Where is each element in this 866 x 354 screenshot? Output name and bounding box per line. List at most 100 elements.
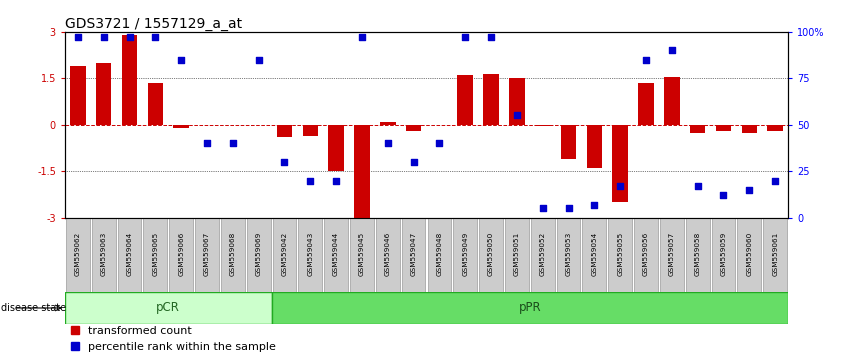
Point bbox=[510, 113, 524, 118]
Bar bbox=[612, 125, 628, 202]
Point bbox=[536, 206, 550, 211]
Text: GSM559054: GSM559054 bbox=[591, 231, 598, 275]
Text: GSM559045: GSM559045 bbox=[359, 231, 365, 275]
FancyBboxPatch shape bbox=[557, 218, 580, 292]
Point bbox=[691, 183, 705, 189]
Text: GSM559063: GSM559063 bbox=[100, 231, 107, 275]
FancyBboxPatch shape bbox=[272, 292, 788, 324]
FancyBboxPatch shape bbox=[686, 218, 709, 292]
FancyBboxPatch shape bbox=[583, 218, 606, 292]
Point bbox=[768, 178, 782, 183]
Point bbox=[562, 206, 576, 211]
Point bbox=[329, 178, 343, 183]
Point bbox=[587, 202, 601, 207]
Text: GSM559066: GSM559066 bbox=[178, 231, 184, 275]
Bar bbox=[664, 77, 680, 125]
FancyBboxPatch shape bbox=[247, 218, 270, 292]
Bar bbox=[122, 35, 137, 125]
Bar bbox=[406, 125, 422, 131]
Point bbox=[613, 183, 627, 189]
Text: GSM559047: GSM559047 bbox=[410, 231, 417, 275]
Bar bbox=[380, 122, 396, 125]
FancyBboxPatch shape bbox=[402, 218, 425, 292]
Point bbox=[226, 141, 240, 146]
FancyBboxPatch shape bbox=[531, 218, 554, 292]
FancyBboxPatch shape bbox=[299, 218, 322, 292]
Bar bbox=[715, 125, 731, 131]
Bar bbox=[690, 125, 706, 132]
Text: GSM559069: GSM559069 bbox=[255, 231, 262, 275]
Text: GSM559048: GSM559048 bbox=[436, 231, 443, 275]
Text: GSM559067: GSM559067 bbox=[204, 231, 210, 275]
Point bbox=[381, 141, 395, 146]
Bar bbox=[147, 83, 163, 125]
Point bbox=[148, 35, 162, 40]
Text: GSM559065: GSM559065 bbox=[152, 231, 158, 275]
Bar bbox=[354, 125, 370, 219]
Point bbox=[458, 35, 472, 40]
Bar bbox=[457, 75, 473, 125]
Text: GSM559068: GSM559068 bbox=[229, 231, 236, 275]
Text: GSM559062: GSM559062 bbox=[74, 231, 81, 275]
Bar bbox=[509, 78, 525, 125]
Bar bbox=[535, 125, 551, 126]
Point bbox=[665, 48, 679, 53]
Text: pPR: pPR bbox=[519, 302, 541, 314]
FancyBboxPatch shape bbox=[273, 218, 296, 292]
Point bbox=[742, 187, 756, 193]
FancyBboxPatch shape bbox=[428, 218, 451, 292]
Point bbox=[252, 57, 266, 63]
Text: GSM559060: GSM559060 bbox=[746, 231, 753, 275]
Bar bbox=[277, 125, 292, 137]
Bar bbox=[70, 66, 86, 125]
FancyBboxPatch shape bbox=[169, 218, 193, 292]
FancyBboxPatch shape bbox=[350, 218, 374, 292]
FancyBboxPatch shape bbox=[195, 218, 219, 292]
Legend: transformed count, percentile rank within the sample: transformed count, percentile rank withi… bbox=[70, 326, 276, 352]
Bar bbox=[767, 125, 783, 131]
Text: pCR: pCR bbox=[157, 302, 180, 314]
Text: GSM559058: GSM559058 bbox=[695, 231, 701, 275]
Text: GSM559042: GSM559042 bbox=[281, 231, 288, 275]
Text: GSM559050: GSM559050 bbox=[488, 231, 494, 275]
Point bbox=[432, 141, 446, 146]
Text: GSM559064: GSM559064 bbox=[126, 231, 132, 275]
Point bbox=[174, 57, 188, 63]
Text: GSM559043: GSM559043 bbox=[307, 231, 313, 275]
Point bbox=[407, 159, 421, 165]
Text: GSM559056: GSM559056 bbox=[643, 231, 649, 275]
Point bbox=[123, 35, 137, 40]
FancyBboxPatch shape bbox=[376, 218, 399, 292]
Text: GSM559055: GSM559055 bbox=[617, 231, 624, 275]
Text: GSM559051: GSM559051 bbox=[514, 231, 520, 275]
Bar bbox=[302, 125, 318, 136]
Point bbox=[639, 57, 653, 63]
Point bbox=[277, 159, 291, 165]
Text: GSM559053: GSM559053 bbox=[565, 231, 572, 275]
Point bbox=[355, 35, 369, 40]
FancyBboxPatch shape bbox=[738, 218, 761, 292]
FancyBboxPatch shape bbox=[763, 218, 787, 292]
FancyBboxPatch shape bbox=[118, 218, 141, 292]
Text: GSM559052: GSM559052 bbox=[540, 231, 546, 275]
FancyBboxPatch shape bbox=[454, 218, 477, 292]
Text: GSM559061: GSM559061 bbox=[772, 231, 779, 275]
Bar bbox=[96, 63, 112, 125]
Point bbox=[97, 35, 111, 40]
Bar bbox=[173, 125, 189, 128]
FancyBboxPatch shape bbox=[221, 218, 245, 292]
FancyBboxPatch shape bbox=[144, 218, 167, 292]
Text: GSM559044: GSM559044 bbox=[333, 231, 339, 275]
FancyBboxPatch shape bbox=[479, 218, 503, 292]
FancyBboxPatch shape bbox=[608, 218, 632, 292]
FancyBboxPatch shape bbox=[92, 218, 115, 292]
Bar bbox=[328, 125, 344, 171]
FancyBboxPatch shape bbox=[66, 218, 90, 292]
FancyBboxPatch shape bbox=[65, 292, 272, 324]
FancyBboxPatch shape bbox=[634, 218, 658, 292]
FancyBboxPatch shape bbox=[324, 218, 348, 292]
FancyBboxPatch shape bbox=[712, 218, 735, 292]
FancyBboxPatch shape bbox=[505, 218, 529, 292]
Text: GSM559049: GSM559049 bbox=[462, 231, 469, 275]
Bar bbox=[561, 125, 576, 159]
